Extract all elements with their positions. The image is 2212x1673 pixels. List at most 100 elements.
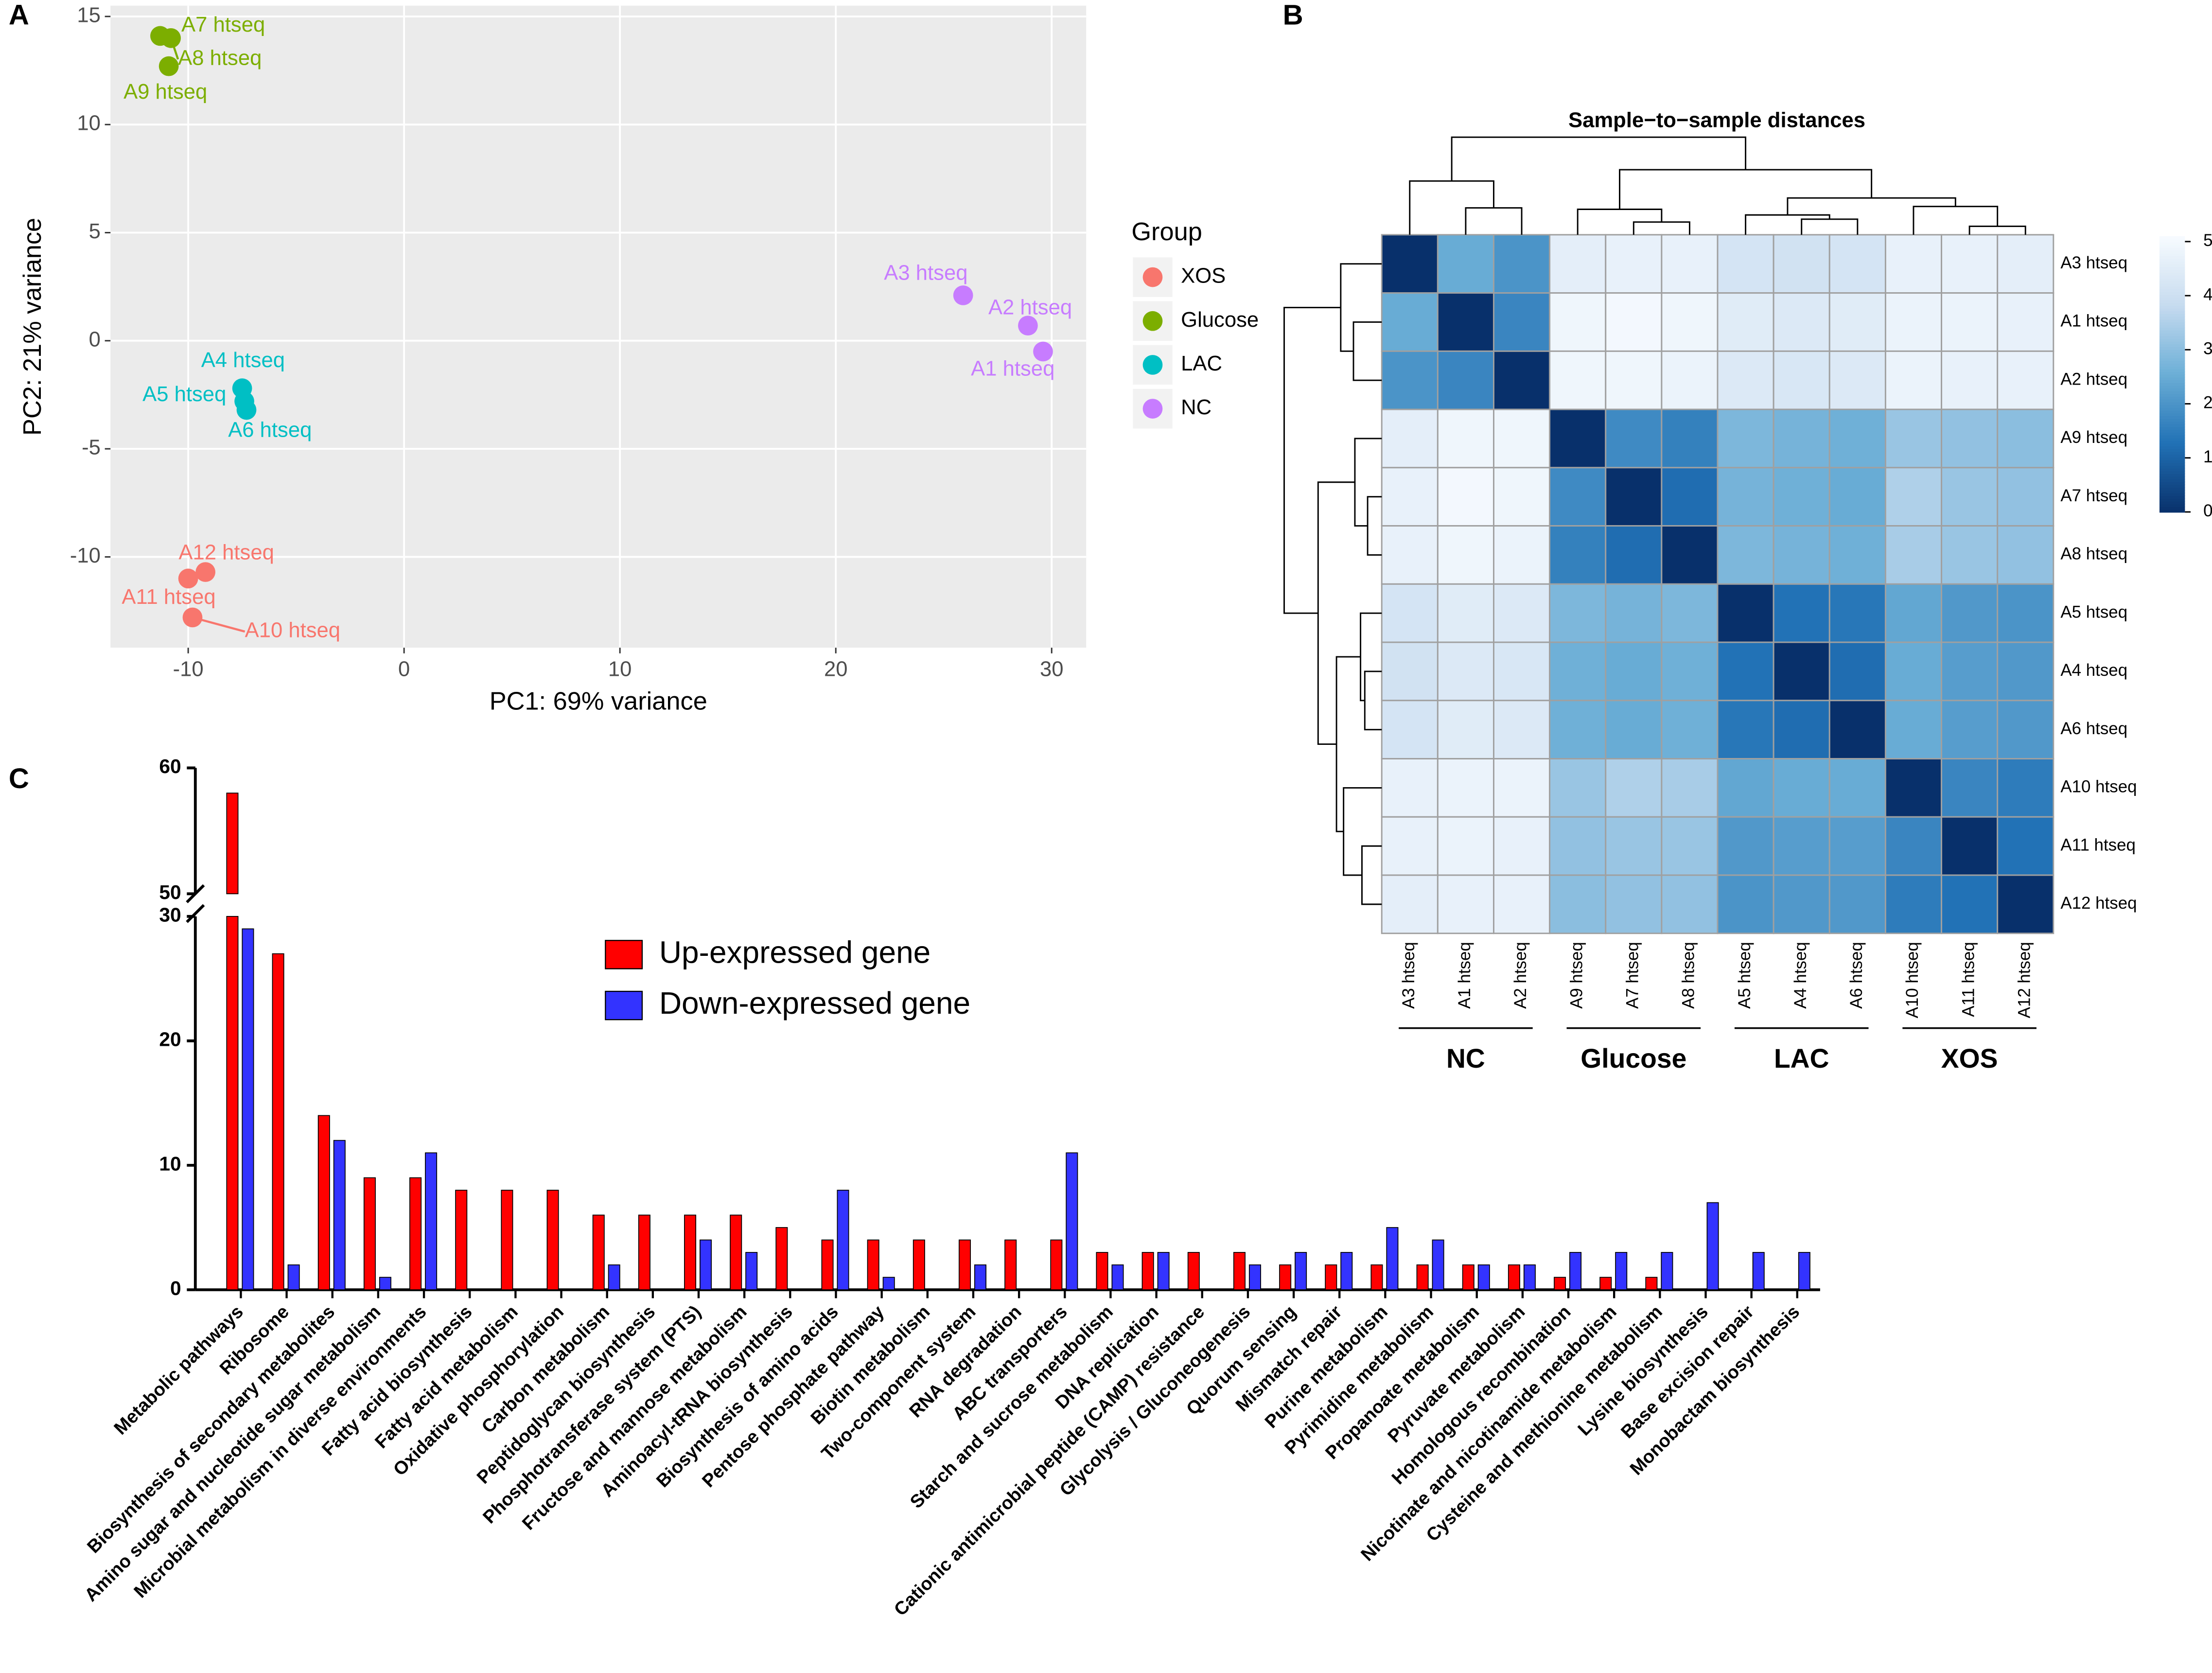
colorbar-segment bbox=[2159, 440, 2185, 444]
colorbar-segment bbox=[2159, 374, 2185, 378]
label-connector bbox=[170, 37, 179, 60]
heatmap-cell bbox=[1549, 292, 1607, 352]
colorbar-segment bbox=[2159, 407, 2185, 411]
heatmap-cell bbox=[1493, 583, 1551, 643]
colorbar-segment bbox=[2159, 310, 2185, 315]
heatmap-cell bbox=[1941, 292, 1999, 352]
legend-label: Up-expressed gene bbox=[659, 934, 930, 969]
bar bbox=[638, 1215, 650, 1290]
bar bbox=[1248, 1264, 1261, 1290]
colorbar-segment bbox=[2159, 503, 2185, 508]
row-label: A8 htseq bbox=[2060, 545, 2127, 564]
bar bbox=[1233, 1252, 1246, 1290]
bar bbox=[1661, 1252, 1673, 1290]
legend-swatch bbox=[1142, 399, 1163, 419]
colorbar-segment bbox=[2159, 509, 2185, 513]
heatmap-cell bbox=[1605, 350, 1663, 410]
heatmap-cell bbox=[1828, 816, 1886, 876]
colorbar-segment bbox=[2159, 280, 2185, 284]
heatmap-cell bbox=[1773, 467, 1830, 527]
colorbar-segment bbox=[2159, 437, 2185, 441]
group-label: LAC bbox=[1774, 1043, 1829, 1074]
heatmap-cell bbox=[1661, 350, 1719, 410]
colorbar-segment bbox=[2159, 261, 2185, 264]
colorbar-segment bbox=[2159, 354, 2185, 358]
heatmap-cell bbox=[1717, 641, 1774, 702]
bar bbox=[1599, 1277, 1612, 1290]
bar bbox=[775, 1227, 788, 1290]
heatmap-cell bbox=[1549, 700, 1607, 759]
bar bbox=[1432, 1239, 1444, 1290]
heatmap-cell bbox=[1661, 700, 1719, 759]
heatmap-cell bbox=[1717, 816, 1774, 876]
y-tick-label: 10 bbox=[77, 112, 101, 135]
heatmap-cell bbox=[1549, 816, 1607, 876]
heatmap-cell bbox=[1437, 234, 1494, 294]
heatmap-cell bbox=[1884, 758, 1943, 818]
colorbar-segment bbox=[2159, 385, 2185, 389]
point-label: A7 htseq bbox=[181, 13, 265, 36]
colorbar-segment bbox=[2159, 349, 2185, 353]
heatmap-cell bbox=[1941, 641, 1999, 702]
colorbar-segment bbox=[2159, 493, 2185, 496]
heatmap-cell bbox=[1381, 292, 1439, 352]
y-tick-label: 10 bbox=[159, 1153, 181, 1175]
heatmap-cell bbox=[1381, 234, 1439, 294]
heatmap-cell bbox=[1828, 758, 1886, 818]
colorbar-segment bbox=[2159, 481, 2185, 485]
colorbar-segment bbox=[2159, 379, 2185, 383]
row-label: A5 htseq bbox=[2060, 602, 2127, 621]
colorbar-segment bbox=[2159, 302, 2185, 306]
heatmap-cell bbox=[1493, 292, 1551, 352]
legend-title: Group bbox=[1131, 218, 1202, 246]
plot-background bbox=[110, 5, 1087, 648]
group-label: Glucose bbox=[1580, 1043, 1686, 1074]
heatmap-cell bbox=[1884, 467, 1943, 527]
bar bbox=[745, 1252, 758, 1290]
colorbar-segment bbox=[2159, 478, 2185, 483]
heatmap-cell bbox=[1997, 350, 2054, 410]
colorbar-segment bbox=[2159, 313, 2185, 317]
colorbar-segment bbox=[2159, 316, 2185, 320]
colorbar-segment bbox=[2159, 429, 2185, 433]
bar bbox=[821, 1239, 834, 1290]
bar bbox=[272, 953, 284, 1290]
colorbar-segment bbox=[2159, 360, 2185, 364]
column-label: A3 htseq bbox=[1399, 942, 1418, 1009]
colorbar-segment bbox=[2159, 330, 2185, 334]
colorbar-segment bbox=[2159, 266, 2185, 270]
heatmap-cell bbox=[1773, 816, 1830, 876]
colorbar-segment bbox=[2159, 443, 2185, 447]
bar bbox=[1477, 1264, 1490, 1290]
bar bbox=[242, 928, 254, 1290]
colorbar-segment bbox=[2159, 476, 2185, 480]
colorbar-segment bbox=[2159, 423, 2185, 427]
heatmap-cell bbox=[1549, 525, 1607, 585]
heatmap-cell bbox=[1549, 641, 1607, 702]
colorbar-segment bbox=[2159, 327, 2185, 331]
colorbar-segment bbox=[2159, 448, 2185, 452]
column-label: A6 htseq bbox=[1847, 942, 1866, 1009]
bar bbox=[1798, 1252, 1810, 1290]
colorbar-segment bbox=[2159, 366, 2185, 370]
heatmap-cell bbox=[1661, 408, 1719, 469]
colorbar-segment bbox=[2159, 399, 2185, 403]
heatmap-cell bbox=[1997, 874, 2054, 934]
point-label: A2 htseq bbox=[988, 296, 1072, 319]
y-tick-label: 15 bbox=[77, 3, 101, 27]
bar bbox=[974, 1264, 987, 1290]
y-tick-label: -10 bbox=[70, 544, 101, 567]
colorbar-segment bbox=[2159, 412, 2185, 416]
heatmap-cell bbox=[1717, 467, 1774, 527]
row-label: A12 htseq bbox=[2060, 894, 2137, 913]
heatmap-cell bbox=[1941, 583, 1999, 643]
colorbar-segment bbox=[2159, 346, 2185, 350]
heatmap-cell bbox=[1437, 816, 1494, 876]
colorbar-segment bbox=[2159, 487, 2185, 491]
heatmap-cell bbox=[1437, 700, 1494, 759]
heatmap-cell bbox=[1661, 874, 1719, 934]
point-label: A8 htseq bbox=[178, 46, 262, 70]
colorbar-segment bbox=[2159, 396, 2185, 400]
heatmap-cell bbox=[1773, 874, 1830, 934]
colorbar-segment bbox=[2159, 305, 2185, 309]
